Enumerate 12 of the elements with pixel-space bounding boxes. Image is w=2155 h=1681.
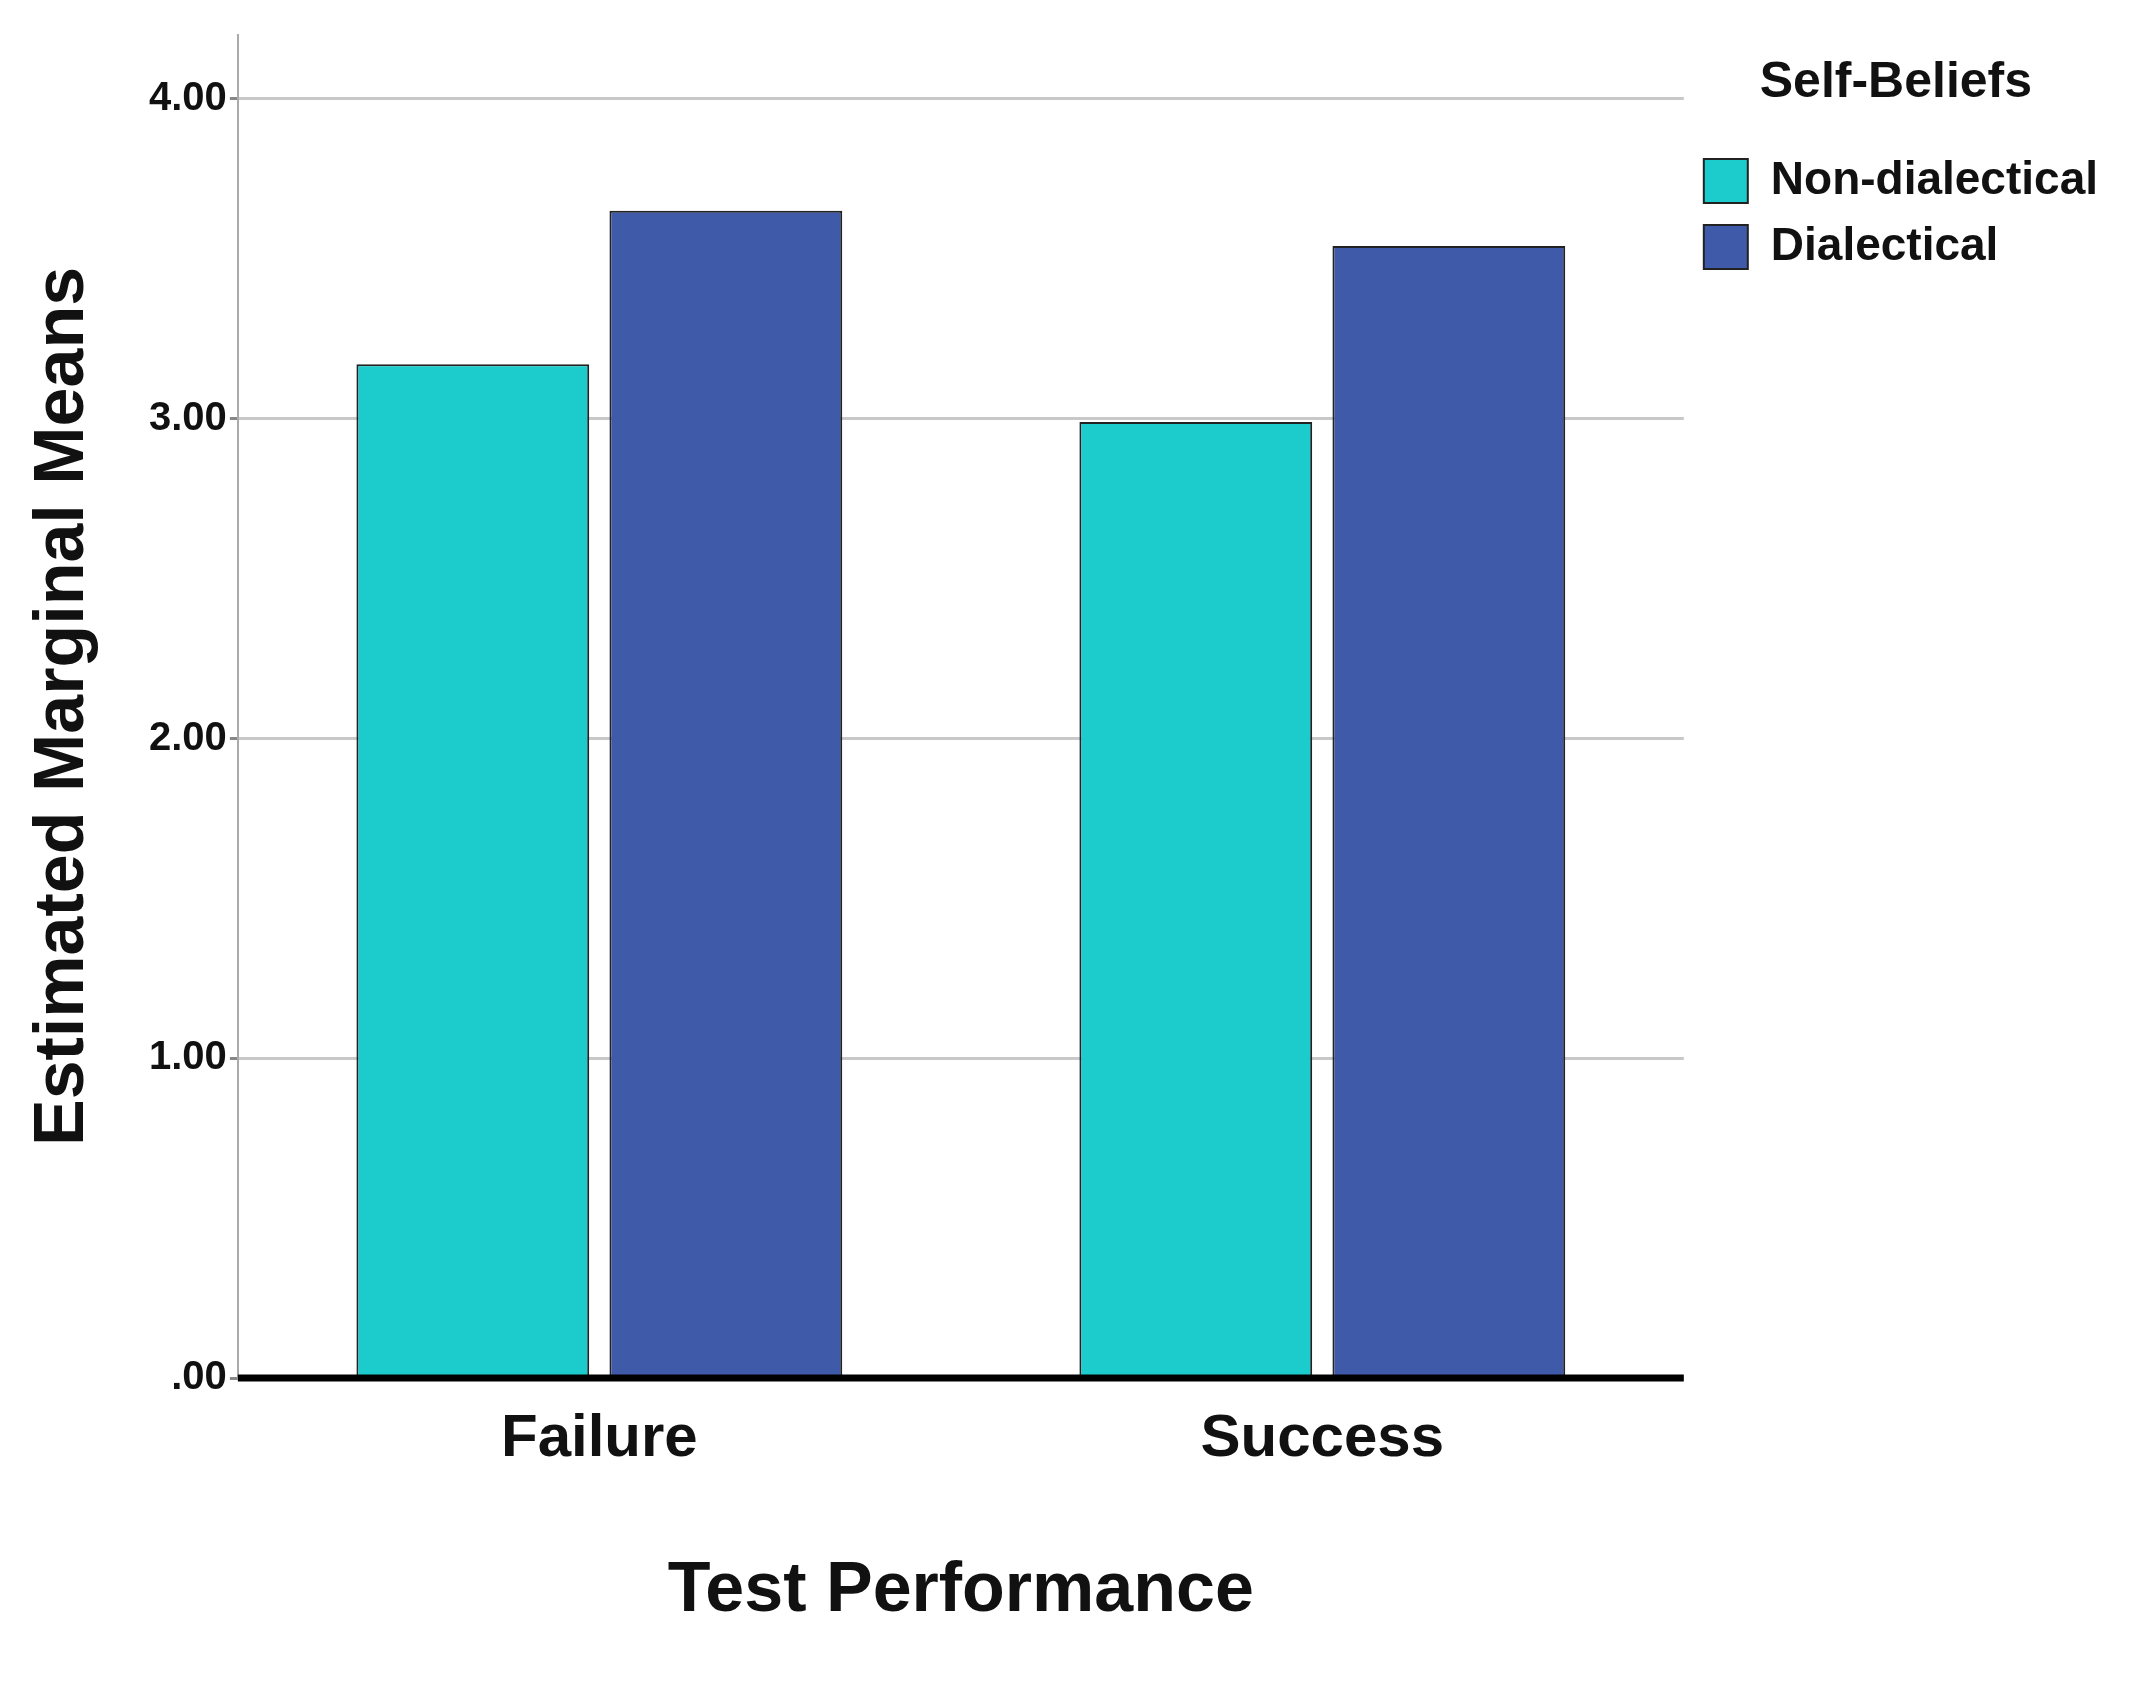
y-tick-label: 3.00: [148, 393, 227, 438]
y-tick-label: 4.00: [148, 73, 227, 118]
legend-label: Non-dialectical: [1770, 151, 2099, 204]
x-tick-label: Failure: [500, 1401, 698, 1469]
legend-title: Self-Beliefs: [1759, 51, 2033, 108]
y-tick-label: 1.00: [148, 1033, 227, 1078]
legend-label: Dialectical: [1770, 217, 1999, 270]
y-tick-label: 2.00: [148, 713, 227, 758]
y-tick-label: .00: [171, 1353, 227, 1398]
x-axis-title: Test Performance: [667, 1548, 1254, 1627]
y-axis-title: Estimated Marginal Means: [20, 266, 99, 1147]
x-tick-label: Success: [1200, 1401, 1445, 1469]
